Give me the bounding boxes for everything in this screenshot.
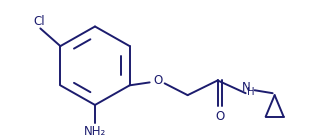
Text: H: H <box>247 87 254 97</box>
Text: Cl: Cl <box>34 15 45 28</box>
Text: O: O <box>215 110 224 123</box>
Text: O: O <box>153 74 162 87</box>
Text: N: N <box>242 81 251 94</box>
Text: NH₂: NH₂ <box>84 125 106 138</box>
